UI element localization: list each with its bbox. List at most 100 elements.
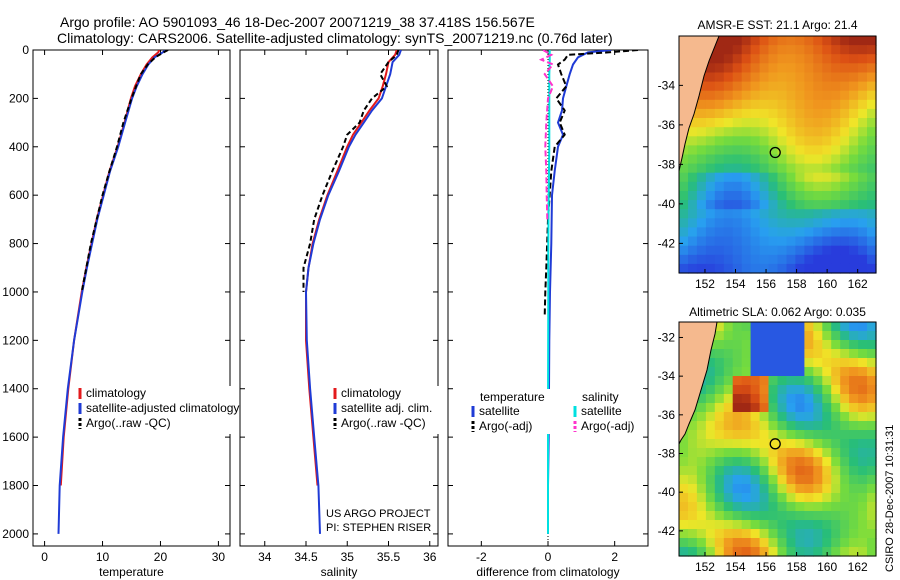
sst-field-cell [813,99,823,110]
sst-field-cell [741,108,752,119]
sst-field-cell [759,218,770,228]
sla-field-cell [777,529,788,539]
sla-field-cell [867,421,877,431]
salinity-xtick-label: 34 [258,550,272,564]
sla-field-cell [705,412,716,422]
sst-field-cell [777,108,788,119]
sst-field-cell [688,227,698,238]
sst-field-cell [840,72,850,83]
sla-field-cell [777,421,788,431]
sla-field-cell [768,439,779,449]
sst-field-cell [714,245,725,256]
sst-field-cell [679,263,689,274]
sla-field-cell [750,394,761,404]
sst-field-cell [813,136,823,146]
sla-field-cell [732,412,743,422]
sla-field-cell [714,448,725,458]
sla-field-cell [732,475,743,485]
sst-field-cell [768,163,779,174]
sla-field-cell [696,529,707,539]
sst-field-cell [831,218,841,228]
side-timestamp-label: CSIRO 28-Dec-2007 10:31:31 [884,425,896,572]
sla-field-cell [768,331,779,341]
sst-field-cell [714,181,725,192]
sla-field-cell [679,493,689,503]
sla-field-cell [795,520,805,530]
sst-field-cell [849,227,859,238]
sla-field-cell [759,430,770,440]
sst-field-cell [741,263,752,274]
sst-field-cell [831,200,841,210]
sst-field-cell [867,218,877,228]
sst-field-cell [786,191,797,201]
sst-field-cell [795,99,805,110]
sst-field-cell [795,209,805,219]
sla-field-cell [867,457,877,467]
sst-field-cell [768,181,779,192]
temperature-ytick-label: 800 [9,237,29,251]
sst-field-cell [777,181,788,192]
sla-field-cell [732,349,743,359]
sla-lon-label: 156 [756,560,776,574]
sla-field-cell [831,322,841,332]
sst-field-cell [679,218,689,228]
sla-field-cell [813,493,823,503]
sla-field-cell [858,403,868,413]
sst-field-cell [714,108,725,119]
sst-field-cell [786,118,797,128]
sla-field-cell [822,412,832,422]
sst-field-cell [768,263,779,274]
sst-field-cell [813,254,823,265]
sla-field-cell [786,385,797,395]
sla-field-cell [750,331,761,341]
sla-field-cell [813,475,823,485]
sst-field-cell [804,136,814,146]
sla-field-cell [795,484,805,494]
sst-lat-label: -40 [658,197,676,211]
sla-field-cell [741,331,752,341]
sla-field-cell [688,466,698,476]
sst-field-cell [813,236,823,247]
sst-field-cell [786,200,797,210]
sla-field-cell [813,376,823,386]
sst-field-cell [688,145,698,156]
sst-field-cell [831,90,841,101]
sla-field-cell [849,367,859,377]
sst-field-cell [858,99,868,110]
sla-field-cell [777,475,788,485]
sst-lon-label: 156 [756,277,776,291]
sst-field-cell [786,145,797,156]
sla-field-cell [840,421,850,431]
sla-field-cell [714,340,725,350]
sla-field-cell [759,367,770,377]
sla-field-cell [777,439,788,449]
sla-field-cell [696,466,707,476]
sst-field-cell [714,36,725,46]
sst-float-marker [769,146,781,159]
sst-field-cell [732,172,743,183]
sla-field-cell [795,466,805,476]
sla-field-cell [777,331,788,341]
sla-field-cell [804,547,814,557]
sla-field-cell [795,439,805,449]
sla-field-cell [813,520,823,530]
sst-field-cell [732,118,743,128]
sst-field-cell [750,36,761,46]
sla-field-cell [723,358,734,368]
sst-field-cell [867,72,877,83]
sst-field-cell [688,218,698,228]
sla-field-cell [804,367,814,377]
sla-field-cell [858,430,868,440]
sst-field-cell [768,54,779,64]
sst-lon-label: 158 [787,277,807,291]
sst-field-cell [840,227,850,238]
sla-field-cell [867,520,877,530]
sla-field-cell [849,484,859,494]
sst-field-cell [732,254,743,265]
sst-field-cell [750,81,761,92]
sst-field-cell [705,236,716,247]
sla-field-cell [750,529,761,539]
sst-field-cell [822,254,832,265]
sst-field-cell [688,200,698,210]
difference-legend-label: Argo(-adj) [581,419,634,433]
